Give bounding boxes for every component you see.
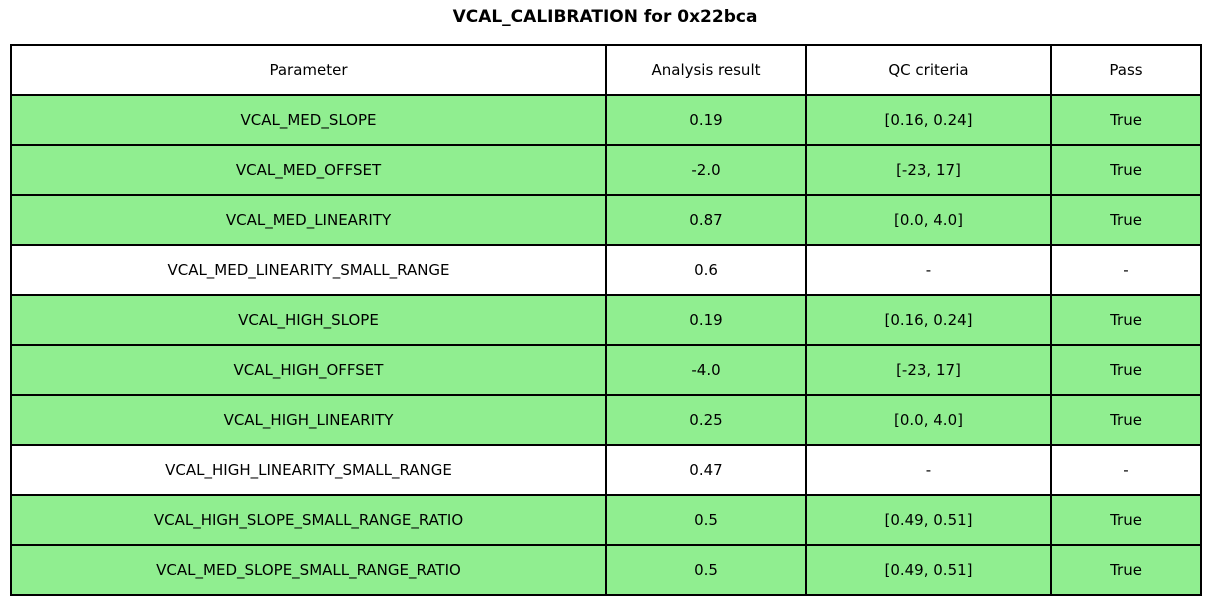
- table-row: VCAL_HIGH_LINEARITY 0.25 [0.0, 4.0] True: [10, 394, 1202, 446]
- parameter-cell: VCAL_MED_SLOPE_SMALL_RANGE_RATIO: [10, 544, 607, 596]
- criteria-cell: [0.16, 0.24]: [805, 94, 1052, 146]
- criteria-cell: [0.0, 4.0]: [805, 194, 1052, 246]
- result-cell: 0.87: [605, 194, 807, 246]
- criteria-cell: [0.49, 0.51]: [805, 494, 1052, 546]
- table-row: VCAL_MED_LINEARITY_SMALL_RANGE 0.6 - -: [10, 244, 1202, 296]
- pass-cell: -: [1050, 244, 1202, 296]
- table-header-row: Parameter Analysis result QC criteria Pa…: [10, 44, 1202, 96]
- pass-cell: True: [1050, 94, 1202, 146]
- column-header-analysis-result: Analysis result: [605, 44, 807, 96]
- table-row: VCAL_MED_SLOPE_SMALL_RANGE_RATIO 0.5 [0.…: [10, 544, 1202, 596]
- parameter-cell: VCAL_MED_LINEARITY_SMALL_RANGE: [10, 244, 607, 296]
- column-header-qc-criteria: QC criteria: [805, 44, 1052, 96]
- pass-cell: True: [1050, 194, 1202, 246]
- result-cell: -2.0: [605, 144, 807, 196]
- result-cell: 0.6: [605, 244, 807, 296]
- figure-title: VCAL_CALIBRATION for 0x22bca: [452, 7, 758, 27]
- parameter-cell: VCAL_HIGH_SLOPE_SMALL_RANGE_RATIO: [10, 494, 607, 546]
- parameter-cell: VCAL_MED_OFFSET: [10, 144, 607, 196]
- table-row: VCAL_HIGH_OFFSET -4.0 [-23, 17] True: [10, 344, 1202, 396]
- table-row: VCAL_MED_OFFSET -2.0 [-23, 17] True: [10, 144, 1202, 196]
- criteria-cell: [0.16, 0.24]: [805, 294, 1052, 346]
- criteria-cell: [0.49, 0.51]: [805, 544, 1052, 596]
- qc-results-table: Parameter Analysis result QC criteria Pa…: [10, 44, 1202, 596]
- table-row: VCAL_HIGH_LINEARITY_SMALL_RANGE 0.47 - -: [10, 444, 1202, 496]
- pass-cell: True: [1050, 294, 1202, 346]
- pass-cell: True: [1050, 394, 1202, 446]
- column-header-pass: Pass: [1050, 44, 1202, 96]
- parameter-cell: VCAL_MED_LINEARITY: [10, 194, 607, 246]
- table-row: VCAL_MED_SLOPE 0.19 [0.16, 0.24] True: [10, 94, 1202, 146]
- pass-cell: -: [1050, 444, 1202, 496]
- result-cell: 0.5: [605, 494, 807, 546]
- criteria-cell: -: [805, 444, 1052, 496]
- parameter-cell: VCAL_HIGH_OFFSET: [10, 344, 607, 396]
- result-cell: 0.19: [605, 294, 807, 346]
- criteria-cell: [-23, 17]: [805, 344, 1052, 396]
- parameter-cell: VCAL_HIGH_LINEARITY_SMALL_RANGE: [10, 444, 607, 496]
- pass-cell: True: [1050, 544, 1202, 596]
- table-row: VCAL_HIGH_SLOPE_SMALL_RANGE_RATIO 0.5 [0…: [10, 494, 1202, 546]
- criteria-cell: [-23, 17]: [805, 144, 1052, 196]
- column-header-parameter: Parameter: [10, 44, 607, 96]
- result-cell: 0.47: [605, 444, 807, 496]
- criteria-cell: [0.0, 4.0]: [805, 394, 1052, 446]
- parameter-cell: VCAL_HIGH_SLOPE: [10, 294, 607, 346]
- parameter-cell: VCAL_MED_SLOPE: [10, 94, 607, 146]
- pass-cell: True: [1050, 494, 1202, 546]
- table-row: VCAL_HIGH_SLOPE 0.19 [0.16, 0.24] True: [10, 294, 1202, 346]
- pass-cell: True: [1050, 144, 1202, 196]
- table-row: VCAL_MED_LINEARITY 0.87 [0.0, 4.0] True: [10, 194, 1202, 246]
- result-cell: -4.0: [605, 344, 807, 396]
- parameter-cell: VCAL_HIGH_LINEARITY: [10, 394, 607, 446]
- result-cell: 0.5: [605, 544, 807, 596]
- criteria-cell: -: [805, 244, 1052, 296]
- result-cell: 0.25: [605, 394, 807, 446]
- result-cell: 0.19: [605, 94, 807, 146]
- pass-cell: True: [1050, 344, 1202, 396]
